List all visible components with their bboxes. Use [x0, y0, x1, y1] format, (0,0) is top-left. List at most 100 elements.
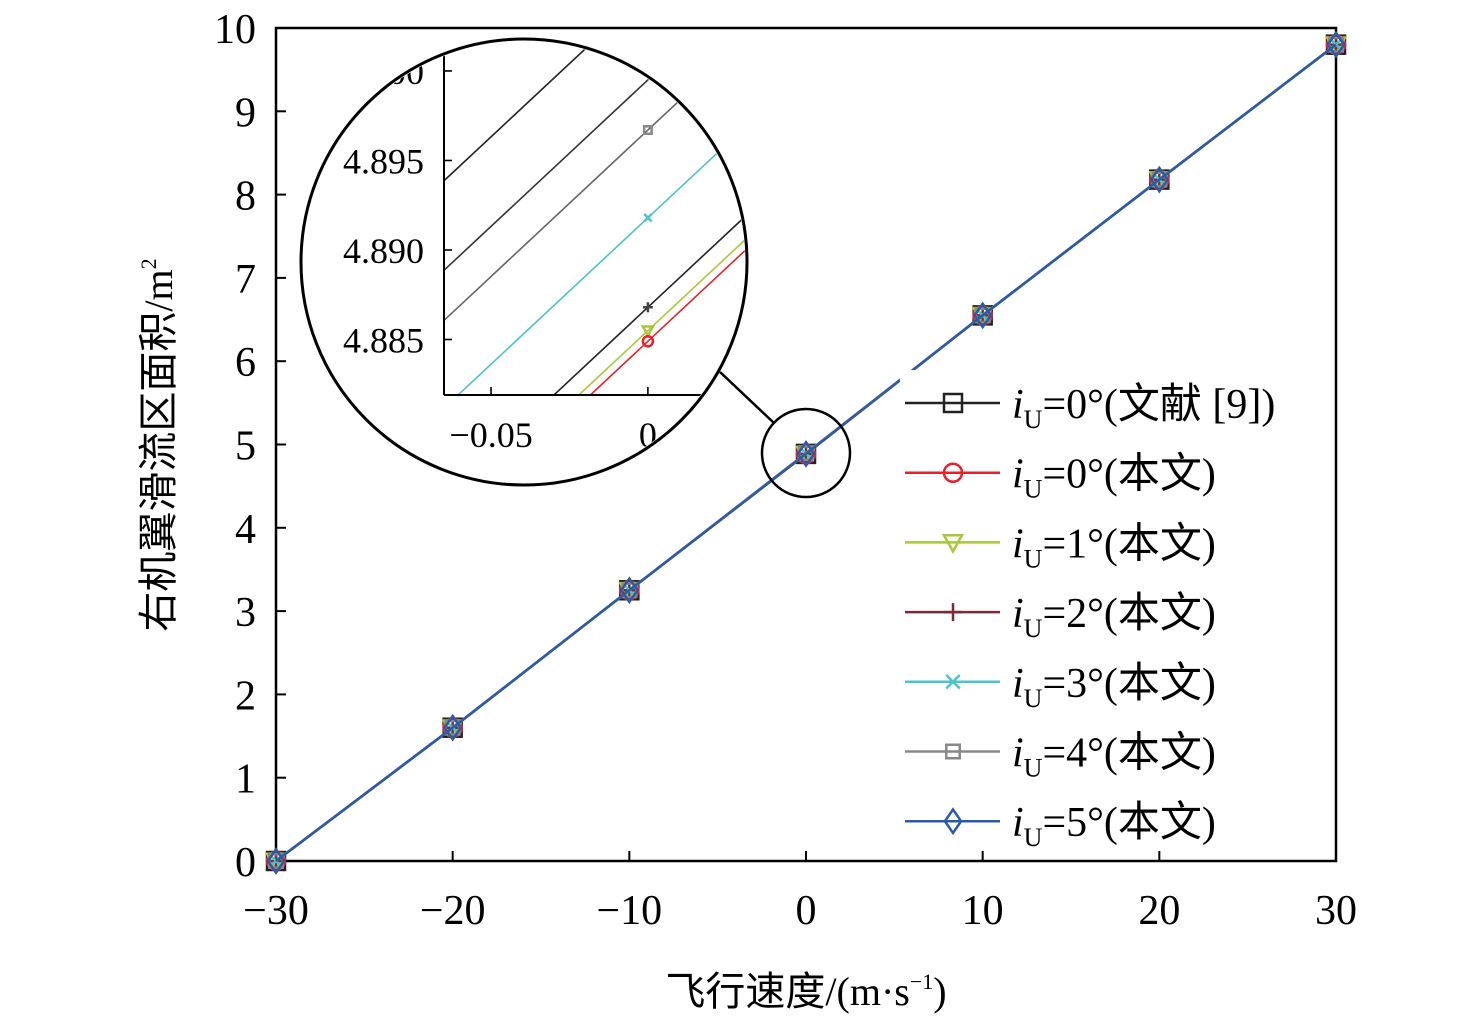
y-tick-label: 2	[235, 673, 256, 719]
inset-background	[301, 39, 747, 485]
marker-diamond	[973, 301, 993, 330]
legend-label-sub: U	[1024, 823, 1043, 852]
inset-y-tick-label: 4.895	[343, 141, 424, 181]
legend-entry: iU=0°(本文)	[905, 451, 1216, 504]
legend-label: iU=0°(文献 [9])	[1012, 381, 1275, 434]
y-axis-label-superscript: 2	[136, 258, 161, 269]
legend-label-sub: U	[1024, 475, 1043, 504]
inset-y-tick-label: 4.885	[343, 321, 424, 361]
marker-circle	[641, 335, 655, 348]
series-6	[266, 30, 1346, 875]
x-tick-label: 10	[962, 888, 1004, 934]
legend-label: iU=0°(本文)	[1012, 451, 1216, 504]
legend-label: iU=5°(本文)	[1012, 799, 1216, 852]
y-tick-label: 8	[235, 174, 256, 220]
inset-line-1	[444, 41, 745, 330]
x-tick-label: −30	[243, 888, 309, 934]
legend-label-sub: U	[1024, 684, 1043, 713]
legend-label-sub: U	[1024, 405, 1043, 434]
x-axis-label-main: 飞行速度/(m·s	[665, 969, 909, 1014]
marker-x	[643, 213, 653, 223]
legend-label-var: i	[1012, 661, 1024, 707]
y-tick-label: 5	[235, 424, 256, 470]
inset-y-tick-label: 4.900	[343, 52, 424, 92]
y-axis-label: 右机翼滑流区面积/m2	[136, 258, 181, 631]
y-axis-label-main: 右机翼滑流区面积/m	[136, 269, 181, 631]
inset-x-tick-label: −0.05	[449, 415, 532, 455]
x-tick-label: 20	[1138, 888, 1180, 934]
legend-label-rest: =1°(本文)	[1042, 520, 1215, 567]
marker-x	[945, 674, 961, 690]
legend-label-sub: U	[1024, 544, 1043, 573]
legend-label: iU=4°(本文)	[1012, 730, 1216, 783]
marker-diamond	[443, 713, 463, 742]
x-tick-label: 30	[1315, 888, 1357, 934]
x-tick-label: −10	[596, 888, 662, 934]
legend-label-var: i	[1012, 382, 1024, 428]
legend-label-rest: =0°(本文)	[1042, 451, 1215, 498]
series-layer	[264, 30, 1348, 875]
marker-square	[642, 125, 653, 136]
legend-entry: iU=2°(本文)	[905, 590, 1216, 643]
y-tick-label: 4	[235, 507, 256, 553]
y-tick-label: 6	[235, 340, 256, 386]
legend-label-rest: =3°(本文)	[1042, 660, 1215, 707]
inset-y-tick-label: 4.890	[343, 231, 424, 271]
marker-plus	[944, 603, 962, 622]
x-axis-label-end: )	[933, 969, 946, 1014]
marker-diamond	[796, 440, 816, 468]
legend-label-rest: =2°(本文)	[1042, 590, 1215, 637]
legend-label-var: i	[1012, 521, 1024, 567]
inset-circle-border	[299, 37, 749, 487]
legend-label-rest: =0°(文献 [9])	[1042, 381, 1275, 428]
legend-entry: iU=3°(本文)	[905, 660, 1216, 713]
y-tick-label: 3	[235, 590, 256, 636]
x-tick-label: −20	[420, 888, 486, 934]
plot-area: −30 −20 −10 0 10 20 30 0 1 2 3 4 5 6 7 8 9 10	[214, 7, 1357, 934]
legend: iU=0°(文献 [9])iU=0°(本文)iU=1°(本文)iU=2°(本文)…	[900, 370, 1330, 852]
legend-label-var: i	[1012, 452, 1024, 498]
legend-label-rest: =4°(本文)	[1042, 730, 1215, 777]
marker-square	[945, 743, 961, 760]
legend-label: iU=3°(本文)	[1012, 660, 1216, 713]
x-axis-label: 飞行速度/(m·s−1)	[665, 969, 946, 1014]
marker-plus	[642, 302, 653, 313]
marker-circle	[942, 462, 964, 483]
marker-square	[942, 392, 964, 414]
inset-line-4	[444, 160, 745, 395]
legend-label-var: i	[1012, 591, 1024, 637]
series-line	[275, 43, 1337, 862]
marker-diamond	[619, 576, 639, 605]
legend-entry: iU=1°(本文)	[905, 520, 1216, 573]
inset-connector	[719, 371, 852, 499]
y-tick-label: 1	[235, 757, 256, 803]
marker-diamond	[943, 807, 963, 836]
y-tick-label: 7	[235, 257, 256, 303]
x-tick-label: 0	[796, 888, 817, 934]
marker-diamond	[1326, 30, 1346, 59]
y-tick-label: 10	[214, 7, 256, 53]
legend-label-rest: =5°(本文)	[1042, 799, 1215, 846]
zoom-connector-line	[719, 371, 775, 424]
marker-triangle	[941, 533, 965, 554]
inset-line-5	[444, 183, 745, 395]
legend-label-var: i	[1012, 800, 1024, 846]
legend-label-sub: U	[1024, 614, 1043, 643]
marker-diamond	[266, 847, 286, 875]
legend-label: iU=1°(本文)	[1012, 520, 1216, 573]
legend-background	[900, 370, 1330, 850]
legend-entry: iU=4°(本文)	[905, 730, 1216, 783]
y-tick-label: 9	[235, 90, 256, 136]
legend-label-sub: U	[1024, 754, 1043, 783]
legend-label-var: i	[1012, 731, 1024, 777]
y-tick-label: 0	[235, 840, 256, 886]
legend-entry: iU=0°(文献 [9])	[905, 381, 1275, 434]
legend-entry: iU=5°(本文)	[905, 799, 1216, 852]
legend-label: iU=2°(本文)	[1012, 590, 1216, 643]
zoom-circle	[760, 407, 852, 499]
marker-diamond	[1149, 165, 1169, 194]
x-axis-label-superscript: −1	[910, 969, 933, 994]
inset-line-6	[444, 194, 745, 395]
